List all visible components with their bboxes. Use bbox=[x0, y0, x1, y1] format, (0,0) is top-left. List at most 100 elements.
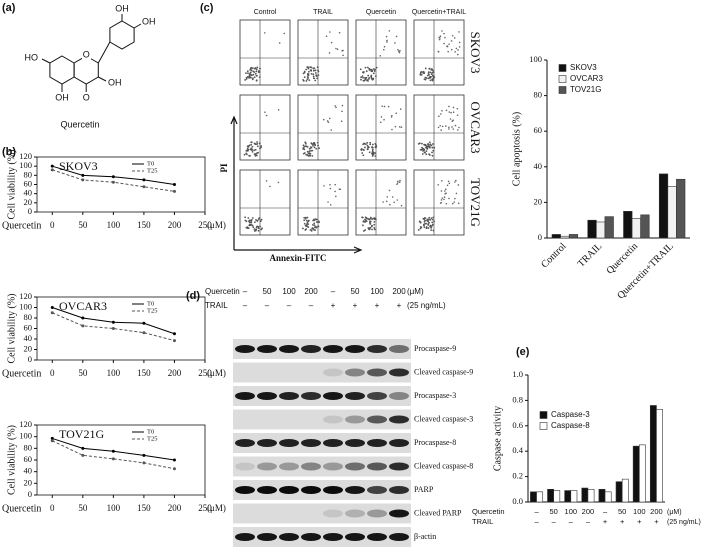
event-dot bbox=[359, 68, 362, 71]
blot-band bbox=[323, 392, 343, 400]
event-dot bbox=[314, 69, 317, 72]
blot-band bbox=[323, 462, 343, 471]
event-dot bbox=[456, 114, 459, 116]
event-dot bbox=[431, 218, 434, 221]
bar bbox=[621, 478, 629, 503]
flow-y-label: PI bbox=[219, 163, 229, 172]
event-dot bbox=[309, 154, 312, 157]
x-tick-label: 100 bbox=[107, 368, 121, 378]
event-dot bbox=[424, 222, 426, 225]
event-dot bbox=[419, 221, 422, 224]
legend-label: OVCAR3 bbox=[570, 74, 603, 83]
event-dot bbox=[447, 50, 449, 53]
bar bbox=[604, 216, 614, 239]
blot-band bbox=[235, 439, 255, 447]
structure bbox=[41, 14, 142, 92]
bar bbox=[587, 219, 597, 239]
blot-strip bbox=[233, 433, 411, 453]
flow-plot bbox=[297, 19, 349, 86]
event-dot bbox=[454, 197, 456, 200]
event-dot bbox=[246, 70, 249, 73]
y-tick-label: 40 bbox=[534, 161, 543, 171]
blot-band bbox=[257, 486, 277, 494]
event-dot bbox=[310, 73, 313, 75]
event-dot bbox=[454, 181, 456, 183]
event-dot bbox=[424, 217, 427, 219]
y-tick-label: 20 bbox=[24, 477, 33, 487]
event-dot bbox=[323, 185, 325, 187]
event-dot bbox=[367, 78, 370, 80]
event-dot bbox=[246, 150, 249, 152]
event-dot bbox=[245, 153, 248, 156]
blot-band bbox=[345, 462, 365, 471]
x-axis-label: Quercetin bbox=[2, 368, 41, 379]
blot-band bbox=[367, 462, 387, 471]
event-dot bbox=[313, 224, 316, 227]
event-dot bbox=[440, 113, 442, 115]
event-dot bbox=[373, 218, 376, 221]
x-tick-label: 0 bbox=[50, 503, 55, 513]
event-dot bbox=[385, 200, 388, 203]
bar bbox=[631, 218, 641, 239]
event-dot bbox=[316, 141, 319, 144]
x-table-cell: – bbox=[534, 517, 539, 526]
blot-header-cell: 100 bbox=[282, 287, 296, 296]
blot-band bbox=[345, 345, 365, 353]
event-dot bbox=[363, 230, 365, 232]
event-dot bbox=[360, 76, 362, 79]
event-dot bbox=[256, 143, 259, 145]
y-tick-label: 20 bbox=[24, 197, 33, 207]
event-dot bbox=[448, 105, 450, 108]
y-tick-label: 20 bbox=[534, 196, 543, 206]
x-tick-label: 250 bbox=[198, 368, 212, 378]
bar bbox=[676, 178, 686, 239]
x-table-unit: (μM) bbox=[667, 509, 682, 516]
blot-band bbox=[367, 486, 387, 494]
y-tick-label: 120 bbox=[19, 151, 32, 161]
event-dot bbox=[308, 79, 311, 82]
event-dot bbox=[398, 181, 401, 184]
event-dot bbox=[369, 216, 372, 219]
blot-band bbox=[279, 462, 299, 471]
event-dot bbox=[448, 126, 450, 129]
row-label: SKOV3 bbox=[468, 32, 483, 74]
event-dot bbox=[248, 220, 250, 223]
blot-band bbox=[323, 486, 343, 494]
event-dot bbox=[341, 50, 343, 52]
event-dot bbox=[360, 148, 363, 151]
event-dot bbox=[368, 228, 371, 231]
event-dot bbox=[448, 197, 450, 200]
event-dot bbox=[302, 144, 305, 147]
event-dot bbox=[371, 150, 374, 153]
event-dot bbox=[329, 204, 332, 206]
point bbox=[81, 446, 85, 450]
event-dot bbox=[313, 218, 315, 221]
event-dot bbox=[373, 226, 376, 229]
event-dot bbox=[313, 146, 316, 149]
event-dot bbox=[304, 216, 307, 219]
event-dot bbox=[314, 225, 317, 228]
blot-band bbox=[301, 392, 321, 400]
event-dot bbox=[305, 80, 308, 82]
event-dot bbox=[245, 226, 248, 229]
event-dot bbox=[312, 69, 315, 72]
blot-band bbox=[279, 439, 299, 447]
event-dot bbox=[420, 226, 423, 229]
blot-strip bbox=[233, 503, 411, 524]
event-dot bbox=[363, 142, 365, 145]
event-dot bbox=[372, 151, 375, 154]
event-dot bbox=[386, 41, 388, 43]
event-dot bbox=[258, 76, 261, 79]
event-dot bbox=[430, 226, 433, 229]
y-tick-label: 120 bbox=[19, 419, 32, 429]
event-dot bbox=[428, 77, 431, 79]
event-dot bbox=[360, 78, 362, 81]
event-dot bbox=[441, 109, 443, 112]
event-dot bbox=[438, 38, 441, 41]
event-dot bbox=[427, 143, 430, 146]
event-dot bbox=[307, 73, 310, 75]
event-dot bbox=[451, 126, 453, 128]
event-dot bbox=[313, 77, 316, 80]
x-table-cell: 200 bbox=[650, 507, 663, 516]
event-dot bbox=[334, 183, 336, 186]
